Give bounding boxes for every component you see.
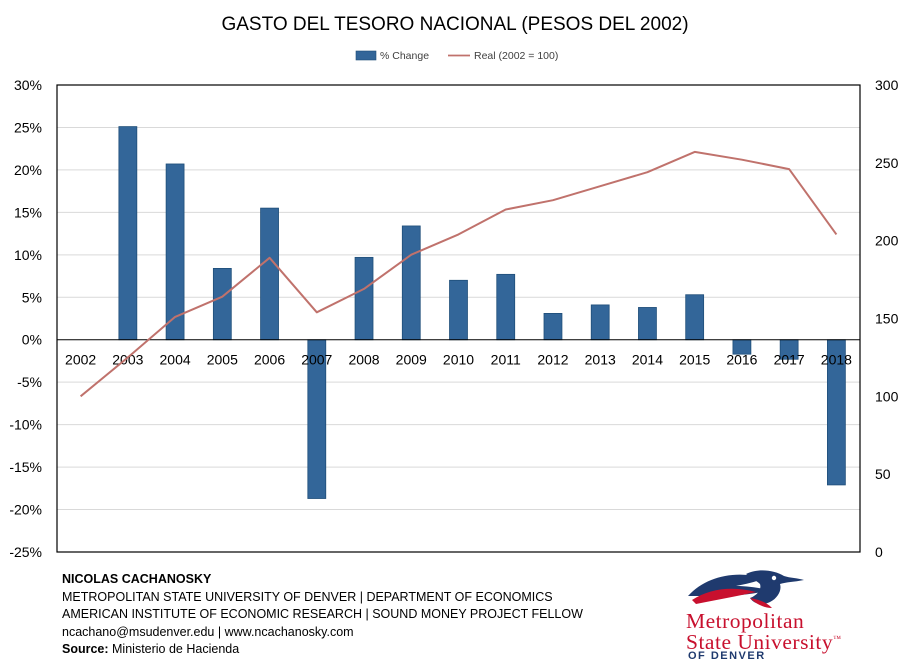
plot-border: [56, 84, 861, 553]
x-tick-label: 2005: [207, 352, 238, 368]
x-tick-label: 2011: [491, 352, 521, 368]
bar-2012: [543, 313, 563, 341]
footer-fellowship: AMERICAN INSTITUTE OF ECONOMIC RESEARCH …: [62, 607, 583, 622]
right-tick-label: 0: [875, 544, 883, 560]
x-tick-label: 2008: [348, 352, 379, 368]
roadrunner-icon: [688, 570, 804, 608]
bar-2005: [212, 268, 232, 341]
left-tick-label: -5%: [17, 374, 42, 390]
bar-2015: [685, 294, 705, 341]
bar-2014: [638, 307, 657, 341]
left-tick-label: -10%: [9, 417, 42, 433]
x-tick-label: 2012: [537, 352, 568, 368]
right-tick-label: 50: [875, 466, 891, 482]
chart: GASTO DEL TESORO NACIONAL (PESOS DEL 200…: [9, 14, 899, 560]
right-tick-label: 300: [875, 77, 899, 93]
left-tick-label: 0%: [22, 332, 42, 348]
left-tick-label: 10%: [14, 247, 42, 263]
logo-line-1: Metropolitan: [686, 609, 805, 633]
x-tick-label: 2017: [774, 352, 805, 368]
x-tick-label: 2009: [396, 352, 427, 368]
bar-2010: [449, 279, 468, 341]
right-tick-label: 200: [875, 233, 899, 249]
x-tick-label: 2016: [726, 352, 757, 368]
right-tick-label: 250: [875, 155, 899, 171]
footer-author: NICOLAS CACHANOSKY: [62, 572, 212, 586]
right-axis-ticks: 300 250 200 150 100 50 0: [875, 77, 899, 560]
footer-source: Source: Ministerio de Hacienda: [62, 641, 583, 659]
left-tick-label: 30%: [14, 77, 42, 93]
x-tick-label: 2015: [679, 352, 710, 368]
bar-series: [118, 126, 846, 499]
footer-affiliation: METROPOLITAN STATE UNIVERSITY OF DENVER …: [62, 589, 553, 604]
x-tick-label: 2018: [821, 352, 852, 368]
logo-line-2-text: State University: [686, 630, 834, 655]
legend-label-bar: % Change: [380, 50, 429, 62]
x-tick-label: 2013: [585, 352, 616, 368]
x-tick-label: 2007: [301, 352, 332, 368]
bar-2013: [590, 304, 610, 341]
left-tick-label: 25%: [14, 119, 42, 135]
x-tick-label: 2010: [443, 352, 474, 368]
legend-label-line: Real (2002 = 100): [474, 50, 558, 62]
left-tick-label: -25%: [9, 544, 42, 560]
logo-line-3: OF DENVER: [688, 650, 766, 662]
x-tick-label: 2004: [160, 352, 191, 368]
logo-line-2: State University™: [686, 628, 841, 653]
source-text: Ministerio de Hacienda: [108, 642, 240, 657]
bar-2006: [260, 207, 279, 341]
legend-swatch-bar: [355, 50, 377, 61]
bar-2009: [401, 225, 421, 341]
university-logo: Metropolitan State University™ OF DENVER: [682, 566, 872, 662]
right-tick-label: 150: [875, 311, 899, 327]
source-label: Source:: [62, 642, 109, 657]
legend: % Change Real (2002 = 100): [355, 50, 558, 62]
logo-trademark: ™: [833, 634, 842, 643]
left-tick-label: 5%: [22, 289, 42, 305]
left-tick-label: 20%: [14, 162, 42, 178]
left-tick-label: -20%: [9, 502, 42, 518]
x-tick-label: 2014: [632, 352, 663, 368]
x-tick-label: 2006: [254, 352, 285, 368]
footer: NICOLAS CACHANOSKY METROPOLITAN STATE UN…: [62, 571, 583, 659]
bar-2011: [496, 273, 516, 341]
x-tick-label: 2002: [65, 352, 96, 368]
bar-2003: [118, 126, 138, 341]
chart-title: GASTO DEL TESORO NACIONAL (PESOS DEL 200…: [221, 14, 688, 35]
line-series: [79, 150, 838, 398]
bar-2008: [354, 256, 374, 341]
real-index-line: [79, 150, 838, 398]
left-tick-label: 15%: [14, 204, 42, 220]
left-tick-label: -15%: [9, 459, 42, 475]
x-axis-labels: 2002 2003 2004 2005 2006 2007 2008 2009 2010 2011…: [65, 352, 852, 368]
left-axis-ticks: 30% 25% 20% 15% 10% 5% 0% -5% -10% -15% -20% -25%: [9, 77, 42, 560]
right-tick-label: 100: [875, 388, 899, 404]
footer-contact: ncachano@msudenver.edu | www.ncachanosky…: [62, 624, 354, 639]
